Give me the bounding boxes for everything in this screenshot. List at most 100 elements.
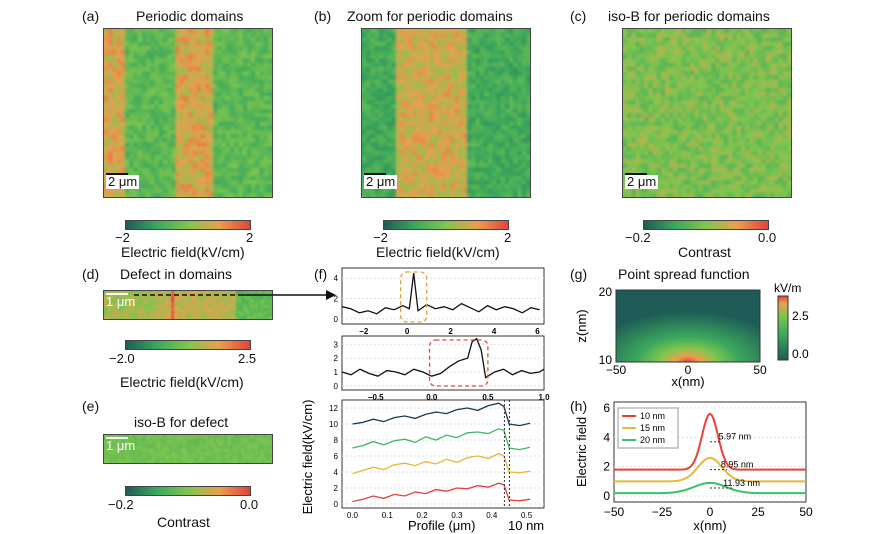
f-bot-ytick: 10 <box>329 420 338 429</box>
f-annotation: 10 nm <box>508 518 544 533</box>
h-xtick: −50 <box>604 505 625 519</box>
h-series-line <box>614 481 806 495</box>
psf-plot: −50 0 50 20 10 x(nm) z(nm) kV/m 2.5 0.0 <box>574 282 809 389</box>
g-ytick: 10 <box>599 353 613 367</box>
colorbar-a-min: −2 <box>115 230 130 245</box>
g-colorbar-tick: 0.0 <box>792 347 809 361</box>
iso-b-defect-map <box>103 434 273 464</box>
f-top-xtick: 4 <box>492 327 497 336</box>
h-ylabel: Electric field <box>574 417 589 487</box>
f-mid-xtick: 0.0 <box>426 393 438 402</box>
h-legend-label: 20 nm <box>640 435 665 445</box>
panel-g-title: Point spread function <box>618 266 750 282</box>
panel-g-label: (g) <box>570 266 588 282</box>
f-mid-frame <box>341 335 545 391</box>
colorbar-b <box>383 220 509 230</box>
scalebar-a: 2 μm <box>106 173 140 189</box>
f-mid-ytick: 0 <box>334 382 339 391</box>
f-mid-ytick: 1 <box>334 368 339 377</box>
g-colorbar-unit: kV/m <box>774 282 801 295</box>
f-bot-xtick: 0.4 <box>486 511 498 520</box>
f-mid-ytick: 2 <box>334 354 339 363</box>
h-legend-label: 10 nm <box>640 411 665 421</box>
electric-field-profile-plot: 6 4 2 0 −50 −25 0 25 50 5.97 nm 8.95 nm 11.93 nm 10 … <box>574 401 813 533</box>
f-bot-xtick: 0.1 <box>382 511 394 520</box>
f-bot-ytick: 8 <box>334 436 339 445</box>
colorbar-b-label: Electric field(kV/cm) <box>376 244 500 260</box>
colorbar-a-label: Electric field(kV/cm) <box>121 244 245 260</box>
colorbar-c-label: Contrast <box>678 244 731 260</box>
f-bot-ytick: 6 <box>334 452 339 461</box>
h-ytick: 0 <box>603 489 610 503</box>
f-top-frame <box>341 267 545 325</box>
f-bot-ytick: 0 <box>334 500 339 509</box>
panel-a-label: (a) <box>82 8 100 24</box>
g-colorbar <box>777 295 789 361</box>
psf-heatmap <box>615 289 761 363</box>
scalebar-d-text: 1 μm <box>106 294 136 309</box>
h-xtick: 25 <box>751 505 765 519</box>
h-series-line <box>614 456 806 483</box>
h-xtick: −25 <box>652 505 673 519</box>
defect-arrow <box>134 290 336 300</box>
g-xtick: 50 <box>753 363 767 377</box>
colorbar-e <box>125 486 251 496</box>
scalebar-d: 1 μm <box>106 293 135 309</box>
f-top-xtick: 6 <box>535 327 540 336</box>
f-bot-xtick: 0.0 <box>347 511 359 520</box>
colorbar-c-min: −0.2 <box>625 230 651 245</box>
colorbar-d-label: Electric field(kV/cm) <box>120 374 244 390</box>
f-bot-frame <box>341 399 545 509</box>
colorbar-e-label: Contrast <box>157 514 210 530</box>
h-legend: 10 nm 15 nm 20 nm <box>617 407 679 449</box>
g-xtick: −50 <box>606 363 627 377</box>
f-mid-series-line <box>341 337 545 379</box>
f-xlabel: Profile (μm) <box>408 518 475 533</box>
h-xtick: 0 <box>707 505 714 519</box>
f-mid-xtick: 0.5 <box>482 393 494 402</box>
f-top-xtick: 2 <box>448 327 453 336</box>
h-series-line <box>614 412 806 471</box>
panel-d-title: Defect in domains <box>120 266 233 282</box>
f-bot-xtick: 0.2 <box>417 511 429 520</box>
colorbar-d <box>125 340 251 350</box>
f-top-ytick: 0 <box>334 315 339 324</box>
h-ytick: 2 <box>603 460 610 474</box>
zoom-periodic-domains-map <box>361 28 531 198</box>
h-frame <box>613 401 807 503</box>
f-mid-ytick: 3 <box>334 340 339 349</box>
scalebar-a-text: 2 μm <box>106 174 140 189</box>
h-ytick: 4 <box>603 430 610 444</box>
h-width-annotation: 11.93 nm <box>723 478 760 488</box>
f-top-series-line <box>341 273 540 315</box>
colorbar-b-max: 2 <box>504 230 512 245</box>
f-mid-xtick: 1.0 <box>538 393 550 402</box>
h-xlabel: x(nm) <box>693 518 726 533</box>
panel-c-title: iso-B for periodic domains <box>608 8 770 24</box>
scalebar-e: 1 μm <box>106 437 135 453</box>
g-colorbar-tick: 2.5 <box>792 309 809 323</box>
colorbar-e-max: 0.0 <box>240 497 259 512</box>
colorbar-d-min: −2.0 <box>109 351 135 366</box>
panel-e-title: iso-B for defect <box>134 414 229 430</box>
f-bot-xtick: 0.3 <box>451 511 463 520</box>
periodic-domains-map <box>103 28 273 198</box>
f-top-ytick: 2 <box>334 295 339 304</box>
scalebar-c-text: 2 μm <box>625 174 659 189</box>
panel-a-title: Periodic domains <box>136 8 244 24</box>
f-top-xtick: 0 <box>405 327 410 336</box>
g-ytick: 20 <box>599 285 613 299</box>
scalebar-c: 2 μm <box>625 173 659 189</box>
h-width-annotation: 5.97 nm <box>719 432 752 442</box>
panel-c-label: (c) <box>570 8 587 24</box>
h-ytick: 6 <box>603 401 610 415</box>
colorbar-b-min: −2 <box>373 230 388 245</box>
scalebar-b: 2 μm <box>364 173 398 189</box>
f-top-ytick: 4 <box>334 274 339 283</box>
f-bot-series-line <box>352 402 531 427</box>
g-xlabel: x(nm) <box>671 374 704 389</box>
f-bot-series-line <box>352 428 531 451</box>
colorbar-a <box>125 220 251 230</box>
panel-b-label: (b) <box>314 8 332 24</box>
